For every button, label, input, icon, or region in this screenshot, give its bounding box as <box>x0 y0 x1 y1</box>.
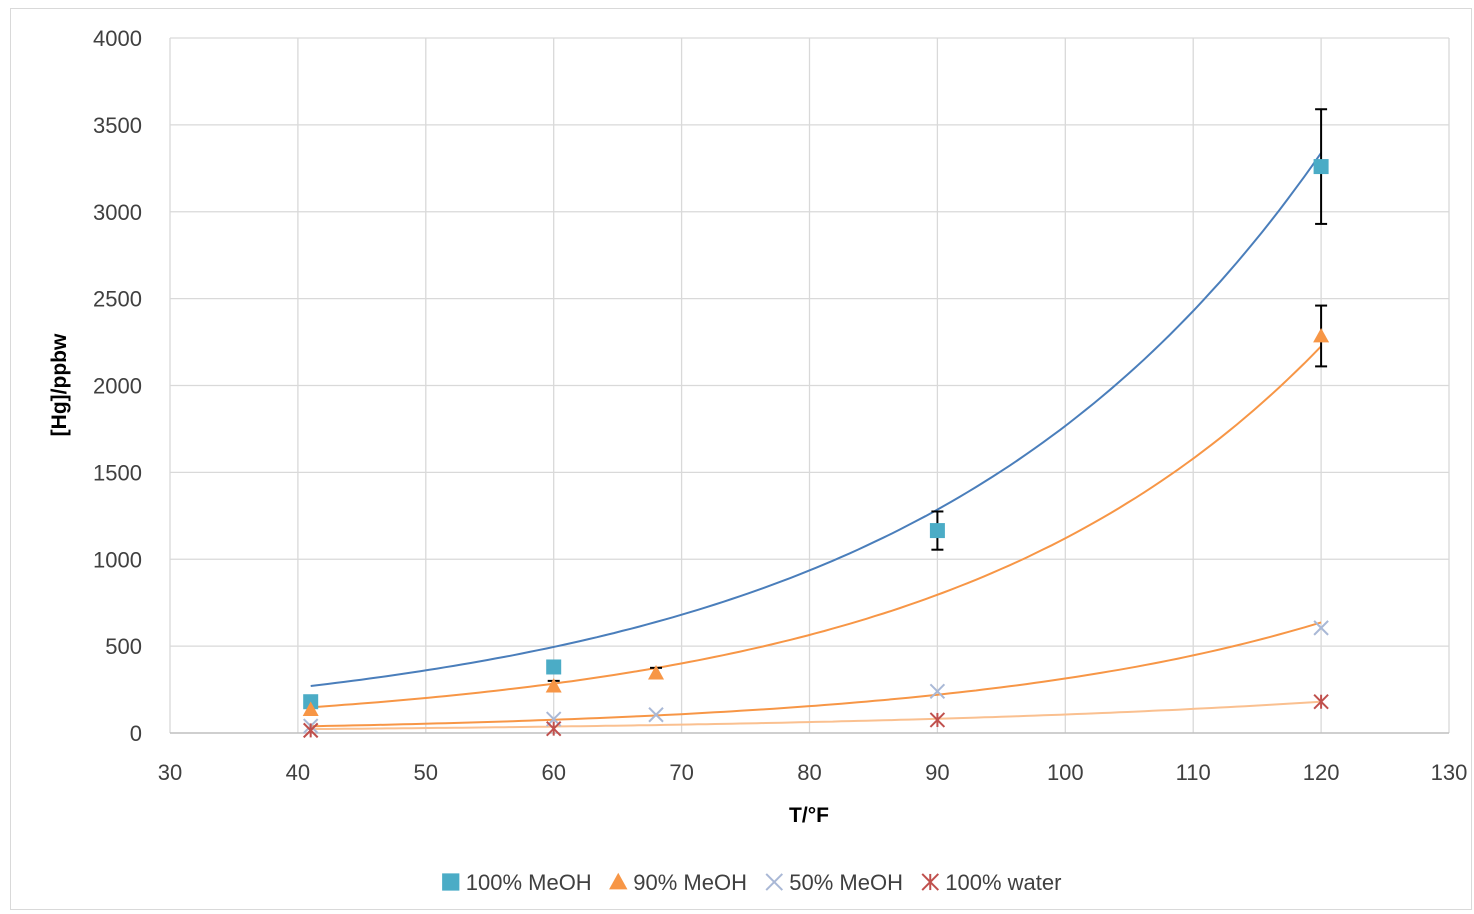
x-tick-label: 100 <box>1047 760 1084 785</box>
legend-item: 100% water <box>921 870 1061 895</box>
legend-marker <box>921 873 940 891</box>
x-tick-label: 60 <box>541 760 565 785</box>
data-point <box>302 722 319 739</box>
legend-label: 100% water <box>945 870 1061 895</box>
grid-lines <box>169 37 1450 734</box>
data-point <box>929 523 945 539</box>
y-tick-labels: 0 500 1000 1500 2000 2500 3000 3500 4000 <box>93 26 142 746</box>
y-tick-label: 3500 <box>93 113 142 138</box>
y-tick-label: 3000 <box>93 200 142 225</box>
legend-marker <box>442 873 460 891</box>
chart-frame <box>10 8 1472 910</box>
y-axis-title: [Hg]/ppbw <box>48 333 71 436</box>
y-tick-label: 4000 <box>93 26 142 51</box>
y-tick-label: 500 <box>105 634 142 659</box>
x-tick-label: 30 <box>158 760 182 785</box>
y-tick-label: 2000 <box>93 374 142 399</box>
legend: 100% MeOH 90% MeOH 50% MeOH 100% water <box>442 870 1061 895</box>
x-tick-label: 130 <box>1431 760 1468 785</box>
x-tick-label: 110 <box>1176 760 1211 785</box>
x-tick-label: 90 <box>925 760 949 785</box>
data-point <box>302 701 319 716</box>
trend-line <box>310 621 1322 728</box>
x-tick-label: 120 <box>1303 760 1340 785</box>
data-point <box>1313 159 1329 175</box>
legend-marker <box>609 872 628 890</box>
legend-label: 50% MeOH <box>789 870 903 895</box>
trend-line <box>310 152 1322 687</box>
x-tick-label: 40 <box>286 760 310 785</box>
data-point <box>929 712 946 728</box>
data-point <box>545 678 562 693</box>
data-point <box>1313 620 1329 636</box>
x-tick-label: 50 <box>414 760 438 785</box>
data-point-stroke <box>929 683 946 700</box>
x-tick-label: 70 <box>669 760 693 785</box>
data-point <box>545 720 562 737</box>
data-point <box>929 683 946 700</box>
legend-item: 50% MeOH <box>765 870 903 895</box>
data-point <box>1313 327 1330 343</box>
data-point <box>648 665 665 680</box>
data-point <box>1313 694 1329 710</box>
legend-item: 100% MeOH <box>442 870 592 895</box>
data-point <box>546 659 562 675</box>
legend-item: 90% MeOH <box>609 870 747 895</box>
x-tick-label: 80 <box>797 760 821 785</box>
legend-label: 90% MeOH <box>633 870 747 895</box>
trend-line <box>310 345 1322 709</box>
data-markers <box>302 159 1330 739</box>
data-point <box>648 707 664 723</box>
data-point-stroke <box>648 707 664 723</box>
y-tick-label: 1000 <box>93 547 142 572</box>
legend-marker <box>765 873 784 891</box>
y-tick-label: 1500 <box>93 460 142 485</box>
x-tick-labels: 30 40 50 60 70 80 90 100 110 120 130 <box>158 760 1468 785</box>
x-axis-title: T/°F <box>789 804 829 827</box>
y-tick-label: 0 <box>130 721 142 746</box>
trend-lines <box>310 152 1322 731</box>
data-point-stroke <box>1313 620 1329 636</box>
trend-line <box>310 700 1322 731</box>
legend-marker-stroke <box>765 873 784 891</box>
legend-label: 100% MeOH <box>466 870 592 895</box>
y-tick-label: 2500 <box>93 287 142 312</box>
